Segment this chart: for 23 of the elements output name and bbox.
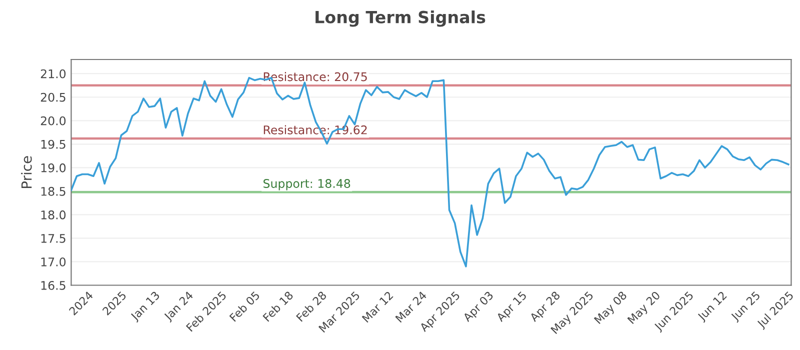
chart-title: Long Term Signals (316, 10, 486, 27)
y-tick-label: 18.0 (41, 210, 66, 220)
y-tick-label: 21.0 (40, 69, 66, 78)
y-axis-title: Price (21, 156, 32, 188)
y-tick-label: 17.5 (41, 234, 66, 243)
x-tick-label: Jun 12 (696, 291, 728, 323)
y-tick-label: 18.5 (41, 186, 66, 196)
x-tick-label: Mar 12 (362, 291, 394, 323)
y-tick-label: 16.5 (41, 280, 66, 290)
y-tick-label: 19.0 (41, 163, 66, 172)
x-tick-label: Mar 24 (395, 290, 428, 323)
ref-line-label: Resistance: 20.75 (264, 72, 367, 82)
y-tick-label: 20.0 (40, 116, 66, 126)
x-tick-label: Apr 15 (496, 291, 528, 324)
x-tick-label: Feb 28 (296, 290, 327, 322)
x-tick-label: Jan 13 (130, 290, 162, 323)
y-tick-label: 20.5 (40, 92, 66, 102)
x-tick-label: Feb 05 (229, 290, 260, 322)
x-tick-label: Feb 18 (262, 290, 294, 322)
y-tick-label: 17.0 (41, 257, 66, 266)
ref-line-label: Support: 18.48 (264, 179, 350, 190)
y-tick-label: 19.5 (41, 140, 66, 149)
x-tick-label: Apr 03 (462, 290, 496, 324)
